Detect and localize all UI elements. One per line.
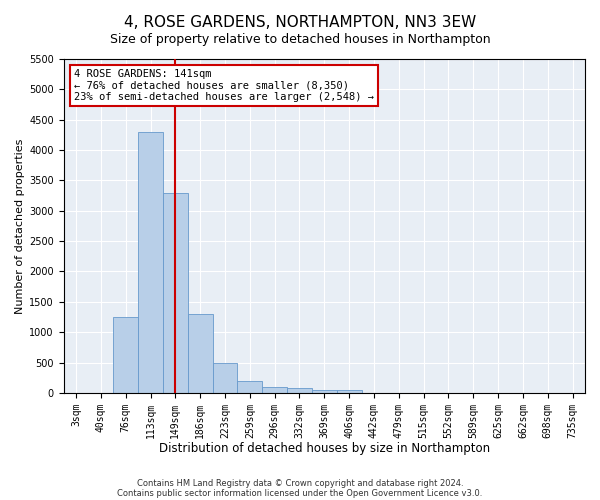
Bar	[188, 314, 212, 393]
Text: 4 ROSE GARDENS: 141sqm
← 76% of detached houses are smaller (8,350)
23% of semi-: 4 ROSE GARDENS: 141sqm ← 76% of detached…	[74, 69, 374, 102]
Text: Size of property relative to detached houses in Northampton: Size of property relative to detached ho…	[110, 32, 490, 46]
Bar	[138, 132, 163, 393]
Text: 4, ROSE GARDENS, NORTHAMPTON, NN3 3EW: 4, ROSE GARDENS, NORTHAMPTON, NN3 3EW	[124, 15, 476, 30]
Text: Contains HM Land Registry data © Crown copyright and database right 2024.: Contains HM Land Registry data © Crown c…	[137, 478, 463, 488]
Bar	[312, 390, 337, 393]
Bar	[262, 387, 287, 393]
Bar	[163, 192, 188, 393]
Bar	[212, 362, 238, 393]
Bar	[238, 380, 262, 393]
Y-axis label: Number of detached properties: Number of detached properties	[15, 138, 25, 314]
Bar	[287, 388, 312, 393]
Bar	[337, 390, 362, 393]
X-axis label: Distribution of detached houses by size in Northampton: Distribution of detached houses by size …	[159, 442, 490, 455]
Bar	[113, 317, 138, 393]
Text: Contains public sector information licensed under the Open Government Licence v3: Contains public sector information licen…	[118, 488, 482, 498]
